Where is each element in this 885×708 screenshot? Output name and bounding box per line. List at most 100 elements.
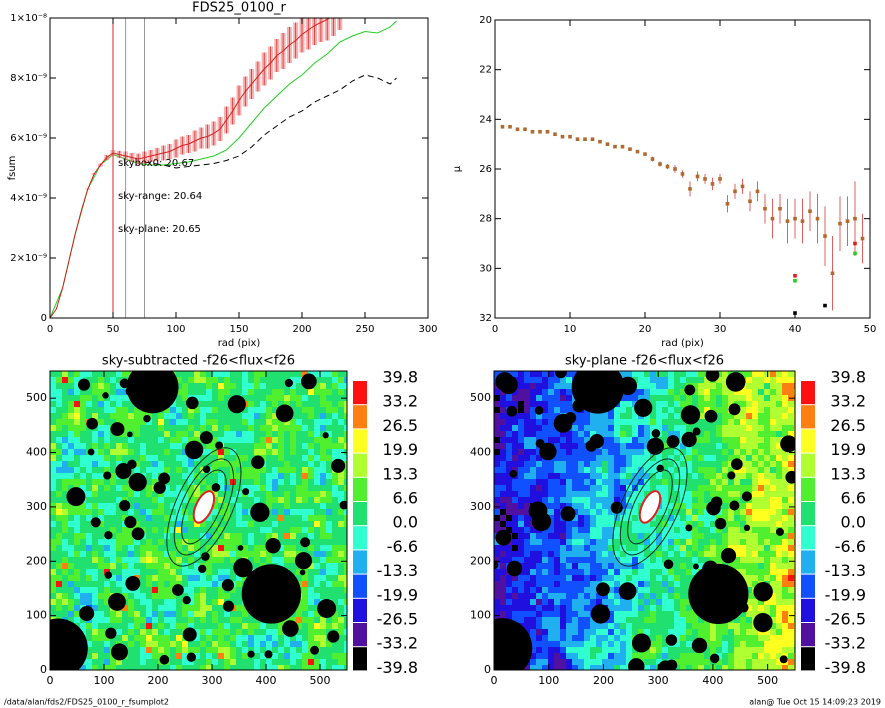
- pixel: [110, 515, 116, 521]
- pixel: [602, 665, 608, 670]
- pixel: [182, 623, 188, 629]
- pixel: [590, 485, 596, 491]
- pixel: [668, 575, 674, 581]
- pixel: [230, 533, 236, 539]
- pixel: [560, 629, 566, 635]
- pixel: [62, 419, 68, 425]
- pixel: [536, 551, 542, 557]
- pixel: [50, 515, 56, 521]
- pixel: [596, 647, 602, 653]
- pixel: [68, 485, 74, 491]
- pixel: [98, 527, 104, 533]
- pixel: [140, 551, 146, 557]
- mask: [124, 516, 137, 529]
- pixel: [566, 497, 572, 503]
- pixel: [80, 389, 86, 395]
- pixel: [710, 401, 716, 407]
- pixel: [326, 647, 332, 653]
- pixel: [62, 575, 68, 581]
- pixel: [146, 467, 152, 473]
- pixel: [284, 533, 290, 539]
- pixel: [728, 563, 734, 569]
- pixel: [620, 629, 626, 635]
- pixel: [92, 395, 98, 401]
- pixel: [182, 449, 188, 455]
- pixel: [728, 521, 734, 527]
- pixel: [254, 389, 260, 395]
- pixel: [116, 455, 122, 461]
- pixel: [206, 539, 212, 545]
- pixel: [188, 437, 194, 443]
- pixel: [158, 593, 164, 599]
- y-axis-label: fsum: [7, 156, 18, 181]
- pixel: [170, 563, 176, 569]
- pixel: [146, 431, 152, 437]
- pixel: [116, 557, 122, 563]
- pixel: [572, 617, 578, 623]
- pixel: [692, 389, 698, 395]
- mask: [300, 373, 317, 390]
- pixel: [740, 449, 746, 455]
- pixel: [272, 377, 278, 383]
- pixel: [116, 569, 122, 575]
- data-point: [815, 216, 820, 221]
- pixel: [620, 605, 626, 611]
- pixel: [98, 533, 104, 539]
- pixel: [608, 617, 614, 623]
- pixel: [674, 593, 680, 599]
- pixel: [188, 599, 194, 605]
- pixel: [272, 413, 278, 419]
- pixel: [344, 551, 347, 557]
- pixel: [566, 473, 572, 479]
- pixel: [122, 425, 128, 431]
- pixel: [284, 419, 290, 425]
- pixel: [656, 545, 662, 551]
- pixel: [68, 569, 74, 575]
- y-tick-label: 4×10⁻⁹: [10, 193, 47, 204]
- pixel: [200, 395, 206, 401]
- pixel: [662, 629, 668, 635]
- mask: [103, 471, 112, 480]
- pixel: [716, 659, 722, 665]
- data-point: [665, 164, 670, 169]
- pixel: [632, 377, 638, 383]
- pixel: [248, 437, 254, 443]
- y-tick-label: 300: [26, 500, 47, 513]
- mask: [233, 558, 253, 578]
- pixel: [626, 455, 632, 461]
- pixel: [590, 467, 596, 473]
- pixel: [326, 425, 332, 431]
- pixel: [200, 599, 206, 605]
- pixel: [596, 503, 602, 509]
- pixel: [116, 635, 122, 641]
- pixel: [500, 569, 506, 575]
- pixel: [548, 551, 554, 557]
- pixel: [116, 377, 122, 383]
- pixel: [212, 533, 218, 539]
- pixel: [584, 569, 590, 575]
- pixel: [656, 473, 662, 479]
- pixel: [536, 587, 542, 593]
- pixel: [200, 461, 206, 467]
- pixel: [194, 557, 200, 563]
- pixel: [650, 653, 656, 659]
- pixel: [320, 551, 326, 557]
- pixel: [80, 437, 86, 443]
- mask: [87, 448, 95, 456]
- pixel: [650, 665, 656, 670]
- pixel: [206, 623, 212, 629]
- pixel: [692, 491, 698, 497]
- pixel: [176, 443, 182, 449]
- pixel: [98, 473, 104, 479]
- pixel: [158, 467, 164, 473]
- pixel: [140, 659, 146, 665]
- pixel: [290, 527, 296, 533]
- mask: [284, 378, 294, 388]
- pixel: [164, 425, 170, 431]
- pixel: [62, 383, 68, 389]
- pixel: [542, 635, 548, 641]
- pixel: [638, 497, 644, 503]
- pixel: [698, 461, 704, 467]
- pixel: [224, 653, 230, 659]
- pixel: [308, 431, 314, 437]
